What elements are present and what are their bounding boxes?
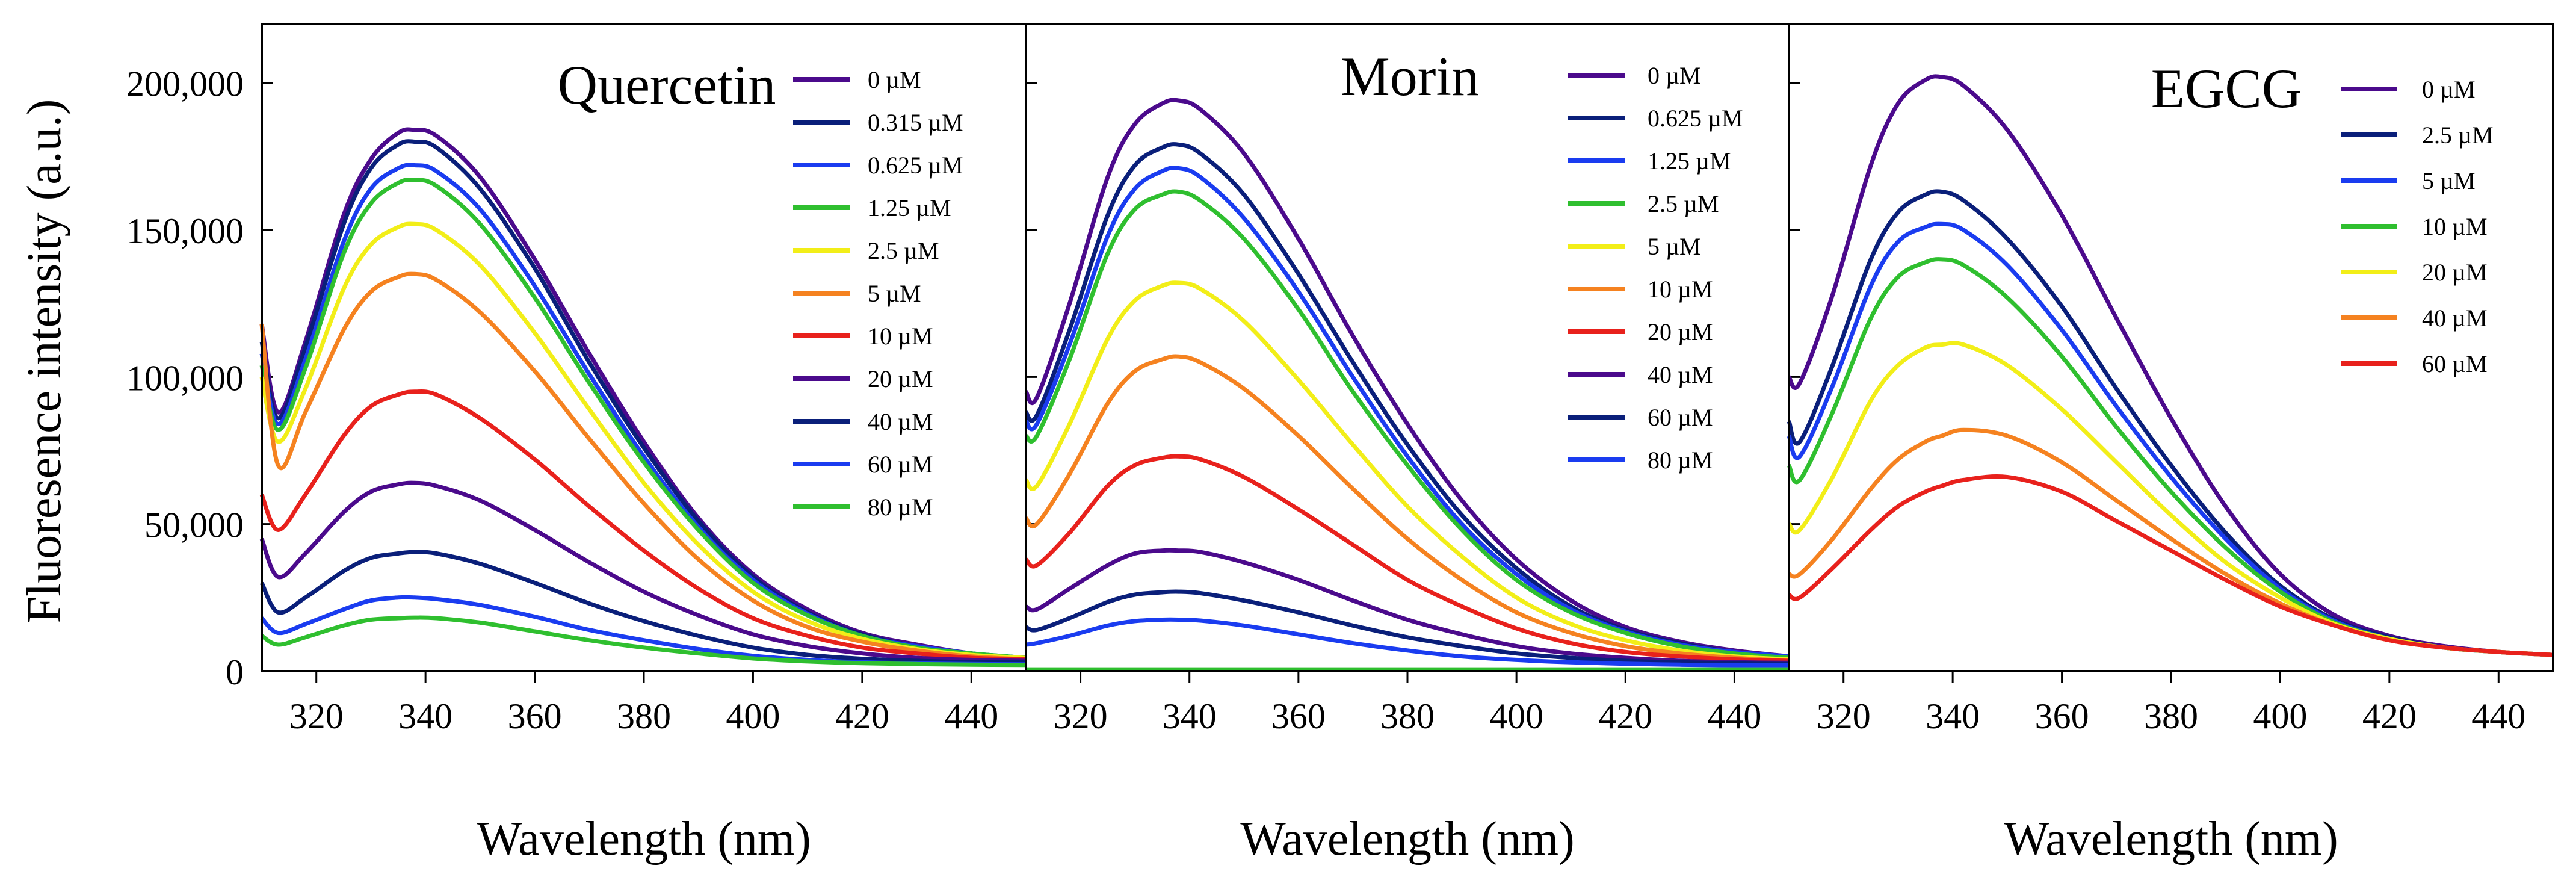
series-line [1024,454,1790,663]
x-tick-label: 400 [2253,696,2307,736]
series-line [259,389,1027,661]
legend-label: 5 µM [868,280,921,307]
x-axis-label: Wavelength (nm) [477,813,811,866]
x-tick-label: 420 [2362,696,2417,736]
x-tick-label: 360 [508,696,562,736]
axes-layer [262,82,2500,683]
series-line [259,550,1027,664]
legend-label: 1.25 µM [868,194,951,222]
series-line [1025,589,1790,666]
series-line [1787,341,2554,657]
x-tick-label: 440 [1707,696,1761,736]
legend-label: 0.315 µM [868,109,963,136]
x-tick-label: 340 [1163,696,1217,736]
legend-label: 20 µM [868,365,933,392]
legend-label: 0 µM [1648,62,1701,89]
legend-label: 10 µM [868,323,933,350]
series-line [259,177,1027,660]
y-tick-label: 100,000 [126,358,244,398]
series-line [259,271,1027,661]
legend-label: 40 µM [868,408,933,435]
frame-layer [261,23,2554,672]
legend-label: 40 µM [1648,361,1713,388]
legend-label: 5 µM [2422,167,2476,194]
y-tick-label: 0 [226,652,244,692]
legend-label: 5 µM [1648,233,1701,260]
legend-label: 2.5 µM [1648,190,1719,217]
x-tick-label: 440 [2471,696,2525,736]
series-line [1025,617,1790,668]
x-tick-label: 320 [1817,696,1871,736]
legend-label: 0.625 µM [1648,105,1743,132]
series-layer [259,74,2554,672]
legend-label: 60 µM [1648,404,1713,431]
plot-frame [261,23,2554,672]
y-axis-label: Fluoresence intensity (a.u.) [18,99,71,624]
x-tick-label: 400 [1489,696,1543,736]
x-tick-label: 380 [617,696,671,736]
x-axis-label: Wavelength (nm) [1240,813,1575,866]
legend-label: 60 µM [2422,350,2488,377]
x-tick-label: 380 [1380,696,1435,736]
panel-title: Morin [1341,46,1479,107]
y-tick-label: 150,000 [126,211,244,251]
legend-label: 0 µM [868,66,921,93]
x-tick-label: 420 [835,696,889,736]
legend-label: 2.5 µM [2422,122,2494,149]
series-line [259,222,1027,660]
legend-label: 40 µM [2422,305,2488,332]
legend-label: 80 µM [1648,447,1713,474]
legend-label: 10 µM [1648,276,1713,303]
x-tick-label: 380 [2144,696,2198,736]
legend-label: 80 µM [868,494,933,521]
legend-label: 60 µM [868,451,933,478]
text-layer: 320 340 360 380 400 420 440 Quercetin 0 µM 0.315 … [18,46,2525,866]
series-line [1787,222,2554,657]
legend-label: 10 µM [2422,213,2488,240]
legend-label: 1.25 µM [1648,147,1731,175]
legend-label: 20 µM [1648,318,1713,345]
legend-label: 0 µM [2422,76,2476,103]
series-line [261,615,1027,668]
x-tick-label: 360 [1271,696,1326,736]
y-tick-label: 50,000 [144,506,244,545]
series-line [1024,280,1790,661]
x-tick-label: 400 [726,696,780,736]
x-tick-label: 340 [1926,696,1980,736]
series-line [1788,474,2554,657]
legend-label: 0.625 µM [868,152,963,179]
series-line [259,480,1027,663]
x-tick-label: 340 [398,696,452,736]
series-line [1024,98,1790,659]
panel-title: Quercetin [558,54,776,116]
x-tick-label: 360 [2035,696,2089,736]
series-line [1024,354,1790,663]
series-line [1025,548,1790,665]
panel-title: EGCG [2151,58,2302,119]
y-tick-label: 200,000 [126,64,244,104]
legend-label: 2.5 µM [868,237,939,264]
legend-label: 20 µM [2422,259,2488,286]
x-tick-label: 440 [944,696,998,736]
x-tick-label: 420 [1598,696,1652,736]
x-axis-label: Wavelength (nm) [2004,813,2338,866]
x-tick-label: 320 [289,696,344,736]
series-line [1024,189,1790,660]
x-tick-label: 320 [1054,696,1108,736]
